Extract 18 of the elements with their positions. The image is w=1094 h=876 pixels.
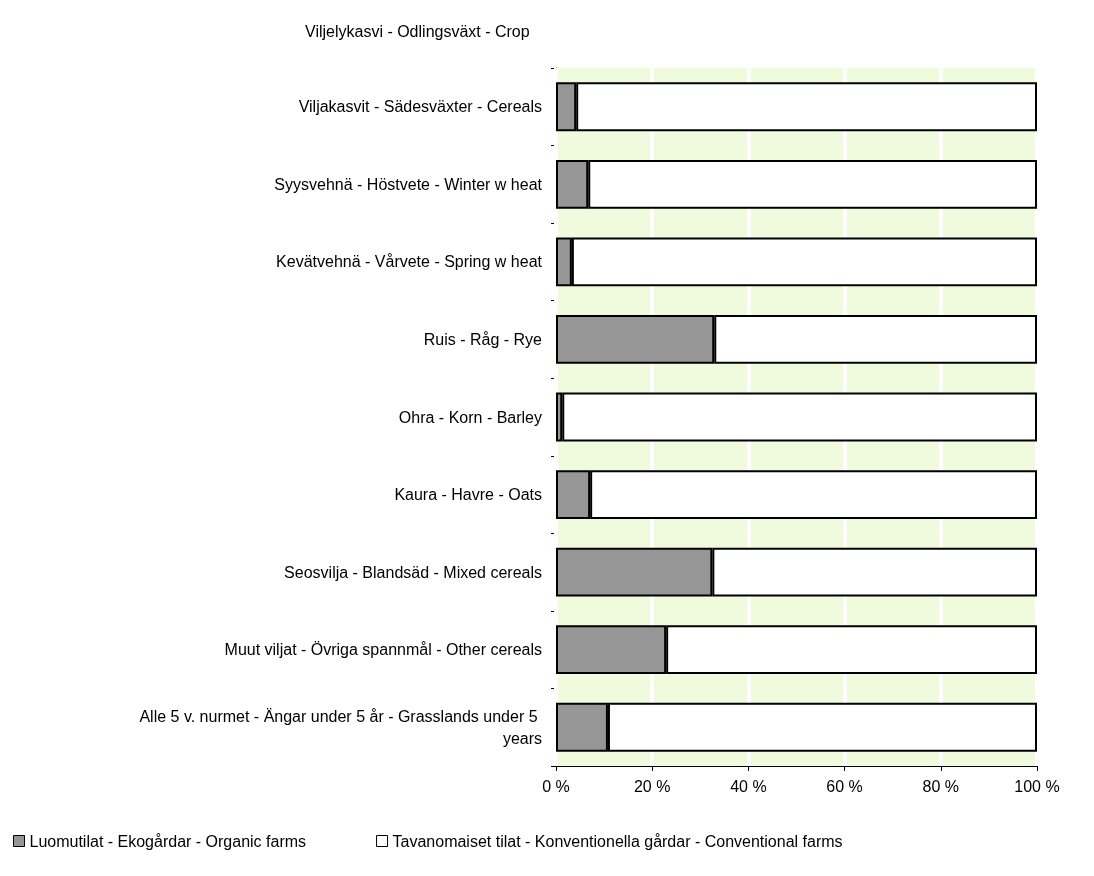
text: Viljelykasvi - Odlingsväxt - Crop (305, 22, 530, 40)
y-tick-label: Kevätvehnä - Vårvete - Spring w heat (276, 253, 543, 271)
x-tick-label: 0 % (542, 777, 570, 795)
y-tick-label: Muut viljat - Övriga spannmål - Other cereals (224, 641, 542, 659)
y-tick-label: Viljakasvit - Sädesväxter - Cereals (298, 98, 542, 116)
y-tick-label: Alle 5 v. nurmet - Ängar under 5 år - Grasslands under 5 years (139, 707, 542, 747)
x-tick-label: 100 % (1014, 777, 1060, 795)
y-tick-label: Seosvilja - Blandsäd - Mixed cereals (284, 563, 542, 581)
y-tick-label: Syysvehnä - Höstvete - Winter w heat (274, 175, 543, 193)
legend-label: Tavanomaiset tilat - Konventionella gårdar - Conventional farms (392, 832, 843, 850)
x-tick-label: 80 % (922, 777, 960, 795)
y-tick-label: Ruis - Råg - Rye (423, 330, 543, 348)
legend-label: Luomutilat - Ekogårdar - Organic farms (29, 832, 307, 850)
x-tick-label: 60 % (826, 777, 863, 795)
x-tick-label: 20 % (633, 777, 671, 795)
x-tick-label: 40 % (730, 777, 767, 795)
y-tick-label: Ohra - Korn - Barley (398, 408, 542, 426)
y-tick-label: Kaura - Havre - Oats (394, 486, 542, 504)
